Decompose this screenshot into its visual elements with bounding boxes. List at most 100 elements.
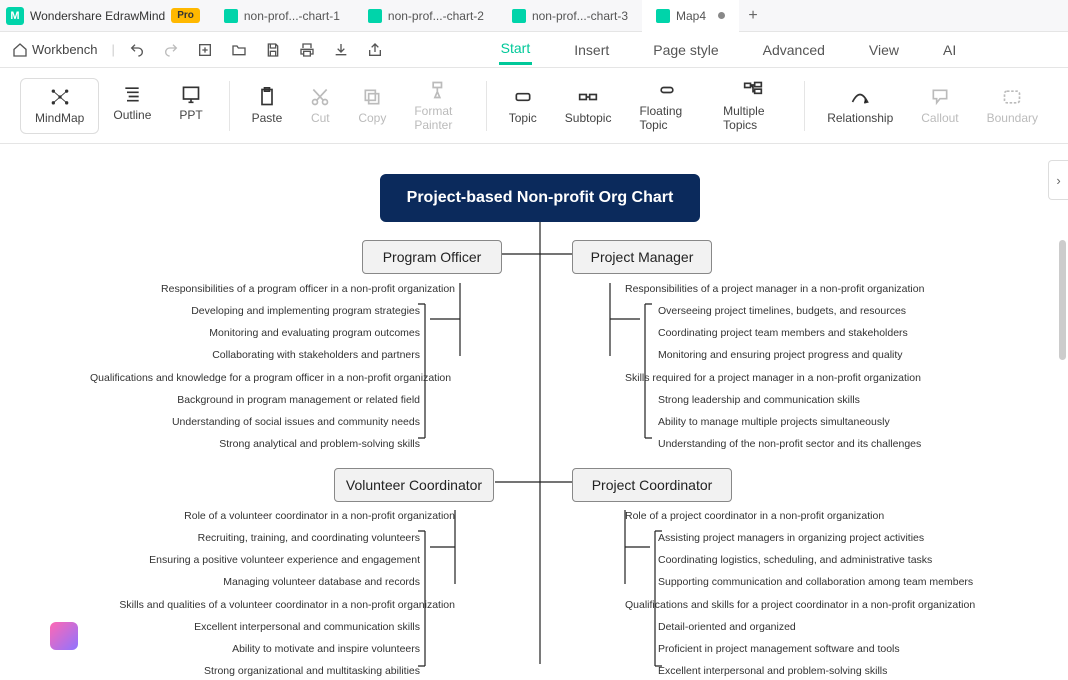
- boundary-button[interactable]: Boundary: [973, 81, 1052, 131]
- menu-insert[interactable]: Insert: [572, 36, 611, 64]
- side-panel-toggle[interactable]: ›: [1048, 160, 1068, 200]
- relationship-button[interactable]: Relationship: [813, 81, 907, 131]
- menu-start[interactable]: Start: [499, 34, 533, 65]
- leaf[interactable]: Supporting communication and collaborati…: [658, 576, 973, 588]
- leaf[interactable]: Managing volunteer database and records: [150, 576, 420, 588]
- leaf[interactable]: Understanding of the non-profit sector a…: [658, 438, 921, 450]
- separator: |: [110, 42, 117, 57]
- ppt-view-button[interactable]: PPT: [165, 78, 216, 134]
- share-button[interactable]: [361, 38, 389, 62]
- leaf[interactable]: Excellent interpersonal and problem-solv…: [658, 665, 887, 677]
- leaf[interactable]: Ability to manage multiple projects simu…: [658, 416, 890, 428]
- multiple-icon: [743, 80, 763, 100]
- canvas-inner: Project-based Non-profit Org Chart Progr…: [0, 144, 1068, 680]
- leaf[interactable]: Role of a project coordinator in a non-p…: [625, 510, 884, 522]
- topic-button[interactable]: Topic: [495, 81, 551, 131]
- sub-topic-program-officer[interactable]: Program Officer: [362, 240, 502, 274]
- doc-icon: [656, 9, 670, 23]
- root-topic[interactable]: Project-based Non-profit Org Chart: [380, 174, 700, 222]
- rib-label: Cut: [311, 111, 330, 125]
- paste-button[interactable]: Paste: [238, 81, 297, 131]
- document-tab-active[interactable]: Map4: [642, 0, 739, 32]
- folder-icon: [231, 42, 247, 58]
- home-button[interactable]: Workbench: [6, 38, 104, 62]
- menu-view[interactable]: View: [867, 36, 901, 64]
- undo-button[interactable]: [123, 38, 151, 62]
- leaf[interactable]: Monitoring and ensuring project progress…: [658, 349, 903, 361]
- ribbon: MindMap Outline PPT Paste Cut Copy Forma…: [0, 68, 1068, 144]
- format-painter-button[interactable]: Format Painter: [400, 74, 478, 138]
- leaf[interactable]: Qualifications and knowledge for a progr…: [90, 372, 420, 384]
- sub-topic-project-manager[interactable]: Project Manager: [572, 240, 712, 274]
- leaf[interactable]: Collaborating with stakeholders and part…: [150, 349, 420, 361]
- subtopic-button[interactable]: Subtopic: [551, 81, 626, 131]
- rib-label: Format Painter: [414, 104, 464, 132]
- menu-ai[interactable]: AI: [941, 36, 958, 64]
- undo-icon: [129, 42, 145, 58]
- sub-topic-project-coordinator[interactable]: Project Coordinator: [572, 468, 732, 502]
- add-tab-button[interactable]: +: [739, 7, 767, 25]
- painter-icon: [429, 80, 449, 100]
- leaf[interactable]: Developing and implementing program stra…: [150, 305, 420, 317]
- document-tab[interactable]: non-prof...-chart-3: [498, 0, 642, 32]
- save-button[interactable]: [259, 38, 287, 62]
- leaf[interactable]: Strong analytical and problem-solving sk…: [150, 438, 420, 450]
- open-button[interactable]: [225, 38, 253, 62]
- leaf[interactable]: Strong leadership and communication skil…: [658, 394, 860, 406]
- leaf[interactable]: Excellent interpersonal and communicatio…: [150, 621, 420, 633]
- leaf[interactable]: Coordinating project team members and st…: [658, 327, 908, 339]
- menu-page-style[interactable]: Page style: [651, 36, 720, 64]
- leaf[interactable]: Strong organizational and multitasking a…: [150, 665, 420, 677]
- leaf[interactable]: Skills required for a project manager in…: [625, 372, 921, 384]
- app-name: Wondershare EdrawMind: [30, 9, 165, 23]
- doc-icon: [224, 9, 238, 23]
- multiple-topics-button[interactable]: Multiple Topics: [709, 74, 796, 138]
- export-button[interactable]: [327, 38, 355, 62]
- leaf[interactable]: Proficient in project management softwar…: [658, 643, 900, 655]
- outline-view-button[interactable]: Outline: [99, 78, 165, 134]
- rib-label: Relationship: [827, 111, 893, 125]
- leaf[interactable]: Recruiting, training, and coordinating v…: [150, 532, 420, 544]
- leaf[interactable]: Responsibilities of a project manager in…: [625, 283, 924, 295]
- leaf[interactable]: Ability to motivate and inspire voluntee…: [150, 643, 420, 655]
- print-button[interactable]: [293, 38, 321, 62]
- sub-topic-volunteer-coordinator[interactable]: Volunteer Coordinator: [334, 468, 494, 502]
- doc-icon: [512, 9, 526, 23]
- leaf[interactable]: Skills and qualities of a volunteer coor…: [90, 599, 455, 611]
- subtopic-icon: [578, 87, 598, 107]
- canvas[interactable]: Project-based Non-profit Org Chart Progr…: [0, 144, 1068, 680]
- leaf[interactable]: Coordinating logistics, scheduling, and …: [658, 554, 932, 566]
- floating-topic-button[interactable]: Floating Topic: [625, 74, 709, 138]
- document-tab[interactable]: non-prof...-chart-1: [210, 0, 354, 32]
- leaf[interactable]: Overseeing project timelines, budgets, a…: [658, 305, 906, 317]
- leaf[interactable]: Qualifications and skills for a project …: [625, 599, 975, 611]
- copy-button[interactable]: Copy: [344, 81, 400, 131]
- menu-tabs: Start Insert Page style Advanced View AI: [395, 34, 1062, 65]
- document-tab[interactable]: non-prof...-chart-2: [354, 0, 498, 32]
- save-icon: [265, 42, 281, 58]
- mindmap-view-button[interactable]: MindMap: [20, 78, 99, 134]
- leaf[interactable]: Assisting project managers in organizing…: [658, 532, 924, 544]
- menu-advanced[interactable]: Advanced: [761, 36, 827, 64]
- leaf[interactable]: Understanding of social issues and commu…: [150, 416, 420, 428]
- new-button[interactable]: [191, 38, 219, 62]
- tab-label: non-prof...-chart-2: [388, 9, 484, 23]
- app-brand: M Wondershare EdrawMind Pro: [0, 7, 210, 25]
- floating-ai-icon[interactable]: [50, 622, 78, 650]
- leaf[interactable]: Background in program management or rela…: [150, 394, 420, 406]
- tab-dirty-indicator: [718, 12, 725, 19]
- cut-button[interactable]: Cut: [296, 81, 344, 131]
- leaf[interactable]: Ensuring a positive volunteer experience…: [120, 554, 420, 566]
- callout-button[interactable]: Callout: [907, 81, 972, 131]
- rib-label: Outline: [113, 108, 151, 122]
- tab-label: Map4: [676, 9, 706, 23]
- vertical-scrollbar[interactable]: [1059, 240, 1066, 360]
- leaf[interactable]: Detail-oriented and organized: [658, 621, 796, 633]
- quick-toolbar: Workbench | Start Insert Page style Adva…: [0, 32, 1068, 68]
- leaf[interactable]: Role of a volunteer coordinator in a non…: [150, 510, 455, 522]
- leaf[interactable]: Responsibilities of a program officer in…: [150, 283, 455, 295]
- cut-icon: [310, 87, 330, 107]
- redo-button[interactable]: [157, 38, 185, 62]
- rib-label: Topic: [509, 111, 537, 125]
- leaf[interactable]: Monitoring and evaluating program outcom…: [150, 327, 420, 339]
